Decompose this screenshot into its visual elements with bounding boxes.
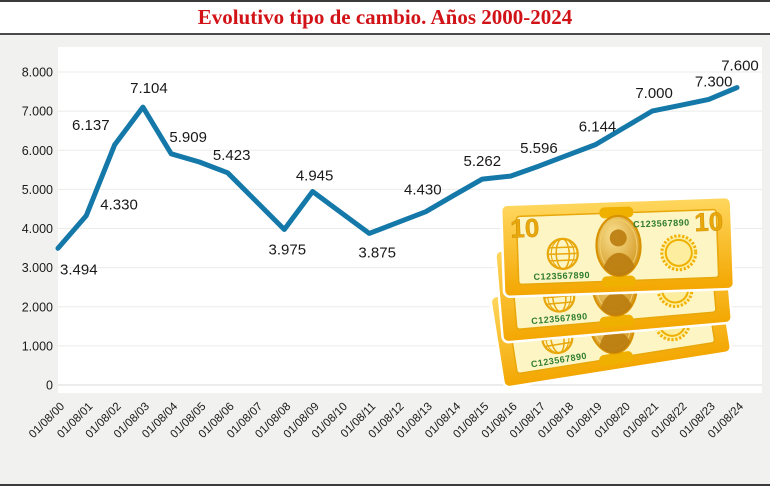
exchange-rate-line [55, 85, 740, 251]
point-label-6.137: 6.137 [72, 117, 110, 134]
y-tick-label-4.000: 4.000 [22, 222, 53, 236]
y-tick-label-5.000: 5.000 [22, 183, 53, 197]
y-tick-label-0: 0 [46, 379, 53, 393]
point-label-3.494: 3.494 [60, 261, 98, 278]
title-band: Evolutivo tipo de cambio. Años 2000-2024 [0, 0, 770, 35]
point-label-7.000: 7.000 [635, 85, 673, 102]
point-label-7.600: 7.600 [721, 58, 759, 75]
point-label-4.430: 4.430 [404, 182, 442, 199]
point-label-5.596: 5.596 [520, 140, 558, 157]
y-tick-label-3.000: 3.000 [22, 261, 53, 275]
point-label-3.975: 3.975 [269, 242, 307, 259]
dollar-bill-3 [501, 197, 734, 297]
y-tick-label-2.000: 2.000 [22, 300, 53, 314]
y-tick-label-8.000: 8.000 [22, 66, 53, 80]
point-label-5.909: 5.909 [169, 129, 207, 146]
point-label-7.104: 7.104 [130, 80, 168, 97]
y-tick-label-1.000: 1.000 [22, 339, 53, 353]
point-label-3.875: 3.875 [358, 244, 396, 261]
point-label-5.262: 5.262 [464, 153, 502, 170]
point-label-4.945: 4.945 [296, 168, 334, 185]
page-title: Evolutivo tipo de cambio. Años 2000-2024 [197, 5, 573, 29]
y-tick-label-7.000: 7.000 [22, 105, 53, 119]
y-tick-label-6.000: 6.000 [22, 144, 53, 158]
bottom-border [0, 484, 770, 486]
point-label-5.423: 5.423 [213, 147, 251, 164]
exchange-rate-chart: 1010C123567890C12356789001.0002.0003.000… [22, 47, 762, 441]
point-label-6.144: 6.144 [579, 119, 617, 136]
point-label-7.300: 7.300 [695, 73, 733, 90]
point-label-4.330: 4.330 [100, 197, 138, 214]
